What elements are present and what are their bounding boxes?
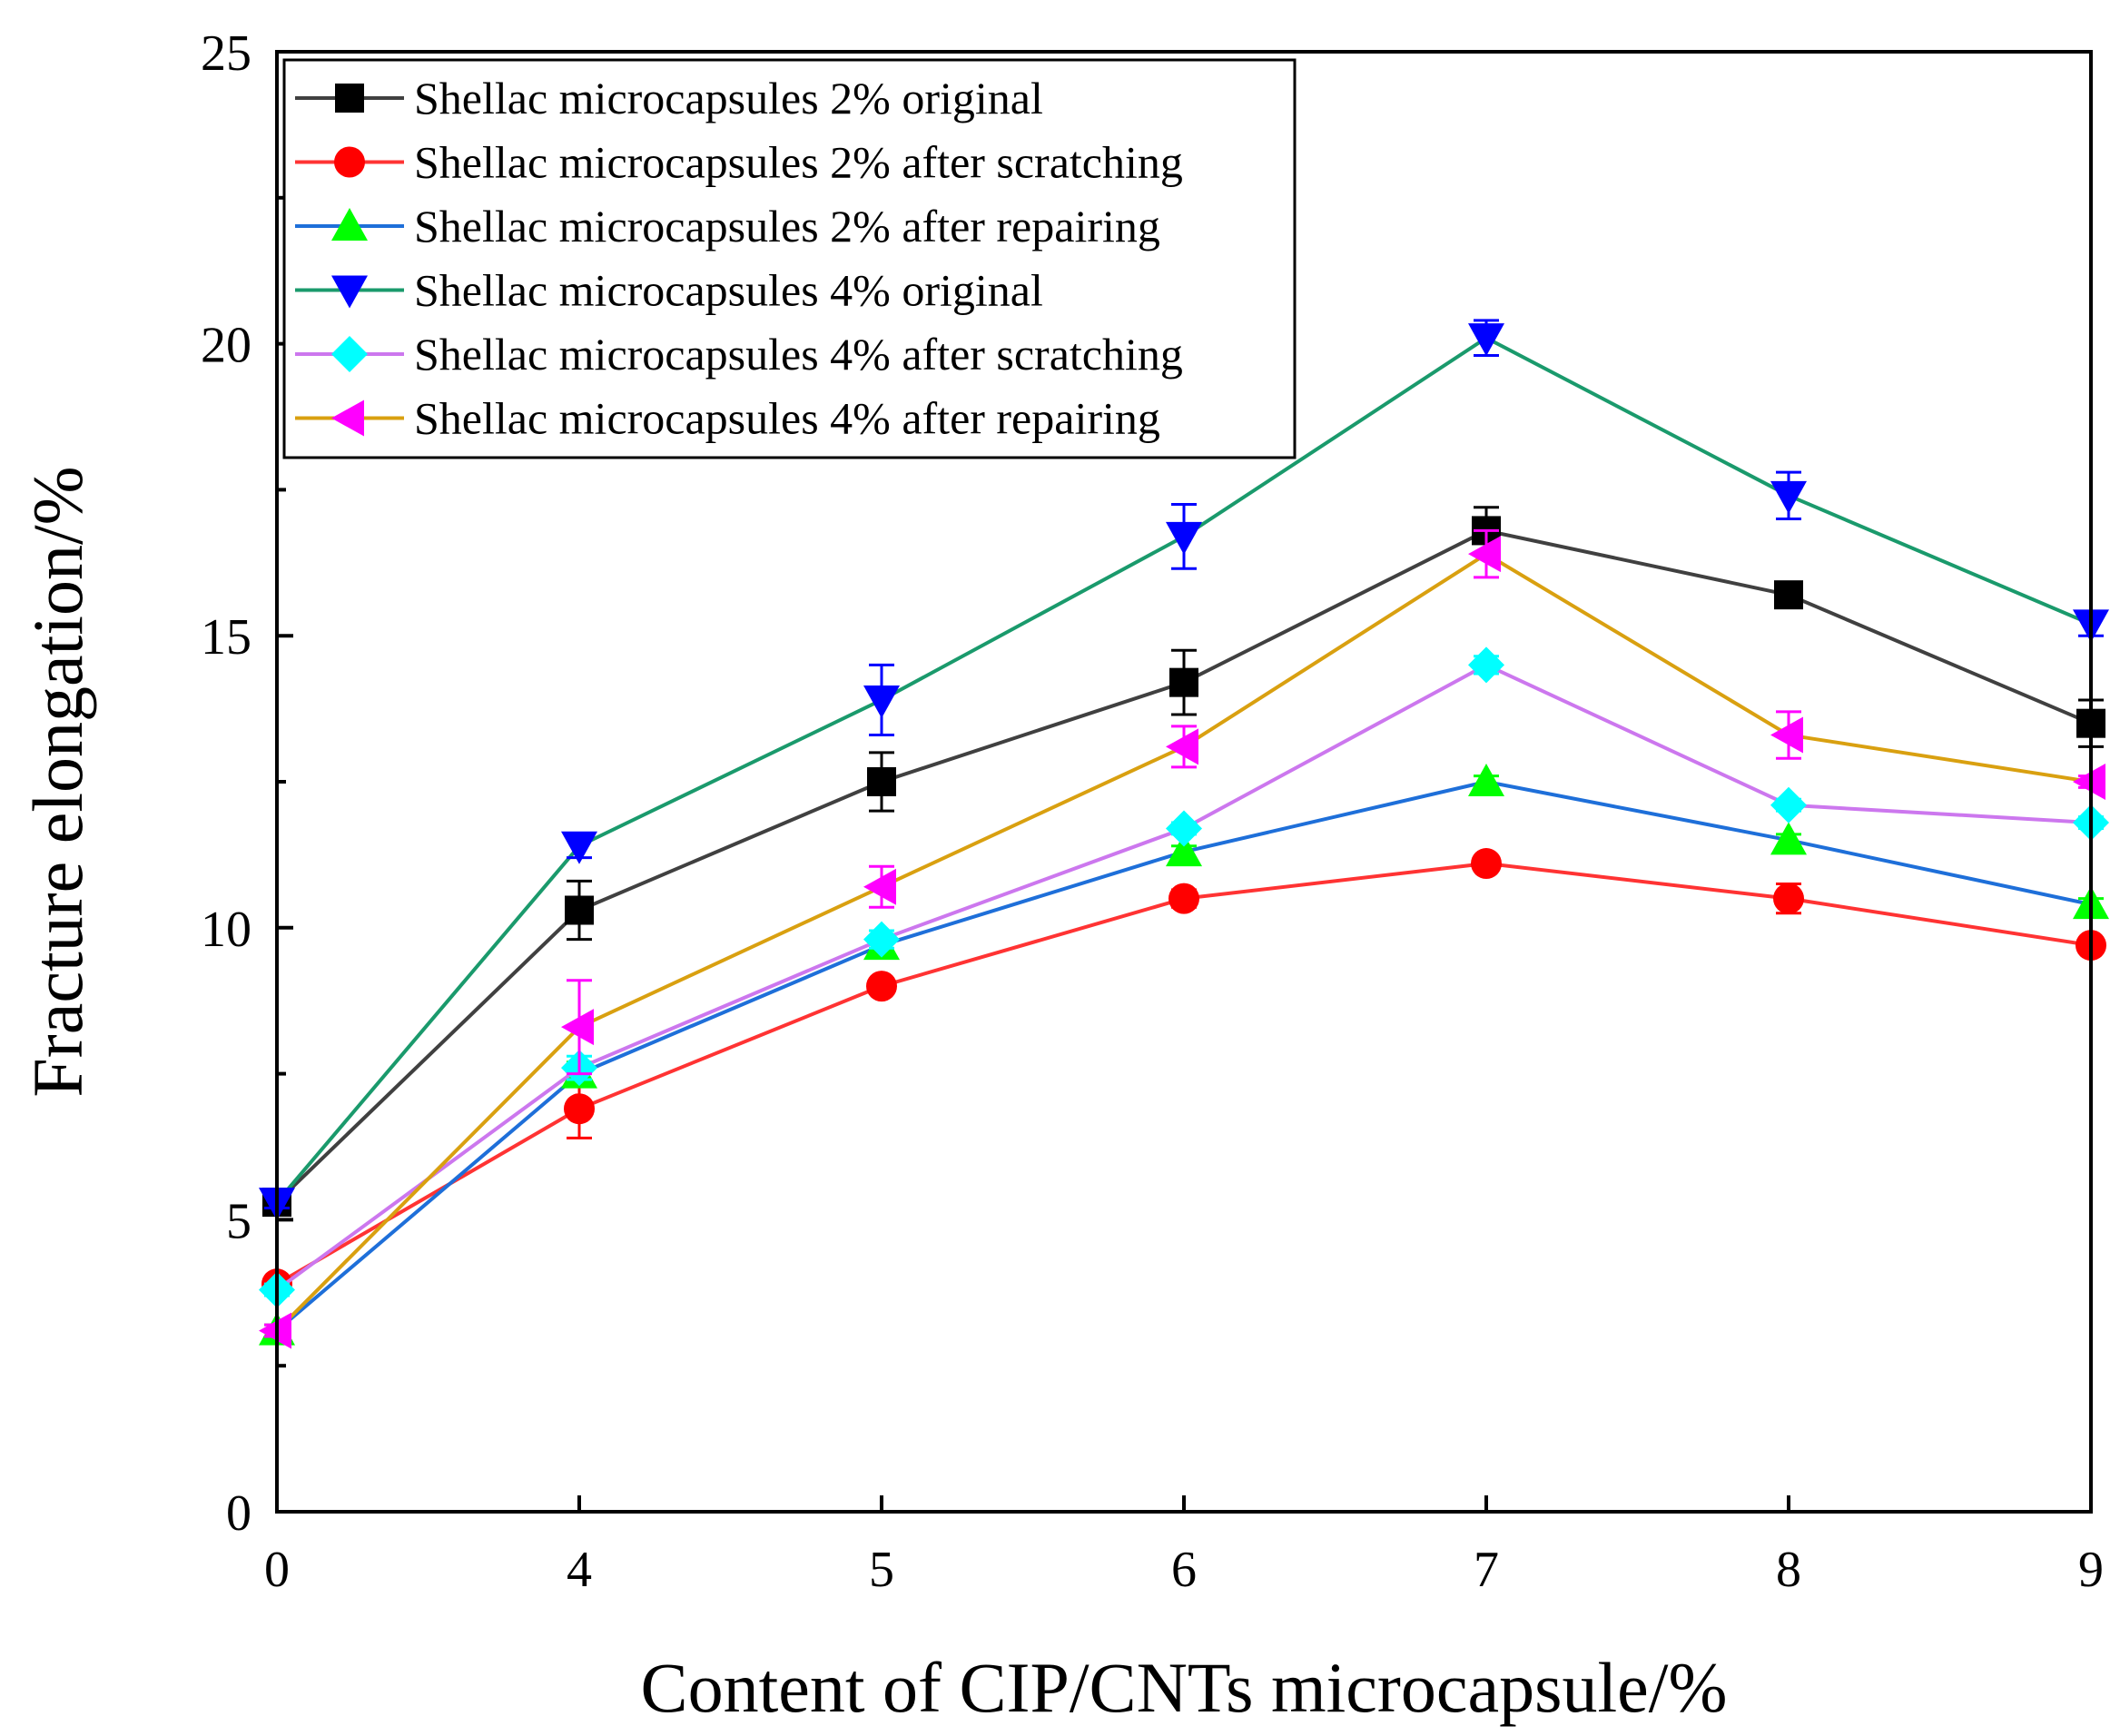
legend-item: Shellac microcapsules 4% after repairing [295, 393, 1160, 444]
data-point [1773, 883, 1804, 914]
data-point [1468, 536, 1501, 573]
legend-item: Shellac microcapsules 2% original [295, 73, 1043, 123]
data-point [564, 1093, 595, 1125]
legend-marker [334, 146, 365, 178]
legend-label: Shellac microcapsules 4% after scratchin… [414, 329, 1183, 380]
y-tick-label: 20 [201, 318, 251, 374]
data-point [863, 868, 896, 905]
data-point [1770, 480, 1807, 514]
legend-marker [331, 336, 368, 372]
legend: Shellac microcapsules 2% original Shellac… [282, 58, 1297, 459]
data-point [866, 971, 897, 1002]
data-point [1166, 521, 1202, 555]
legend-box [282, 58, 1297, 459]
data-point [561, 831, 597, 864]
data-point [867, 767, 896, 796]
x-axis-title: Content of CIP/CNTs microcapsule/% [641, 1648, 1728, 1727]
series-6 [259, 528, 2105, 1349]
data-point [1770, 716, 1803, 754]
y-axis-title: Fracture elongation/% [18, 466, 97, 1097]
data-point [1770, 786, 1807, 824]
legend-label: Shellac microcapsules 4% after repairing [414, 393, 1160, 444]
data-point [1169, 667, 1198, 697]
y-tick-label: 0 [226, 1485, 251, 1542]
plot-marks [259, 319, 2109, 1349]
data-point [863, 685, 900, 718]
y-tick-label: 10 [201, 902, 251, 958]
y-tick-label: 5 [226, 1193, 251, 1249]
data-point [1468, 323, 1504, 357]
x-tick-label: 5 [869, 1542, 894, 1598]
data-point [1166, 728, 1198, 765]
data-point [1471, 848, 1502, 880]
data-point [565, 895, 594, 925]
data-point [561, 1009, 594, 1046]
legend-label: Shellac microcapsules 2% original [414, 73, 1043, 123]
data-point [1166, 833, 1202, 867]
data-point [1774, 580, 1803, 610]
legend-item: Shellac microcapsules 2% after repairing [295, 201, 1160, 252]
legend-item: Shellac microcapsules 4% after scratchin… [295, 329, 1183, 380]
x-tick-label: 0 [264, 1542, 290, 1598]
legend-label: Shellac microcapsules 4% original [414, 265, 1043, 316]
x-tick-label: 8 [1776, 1542, 1801, 1598]
y-tick-label: 15 [201, 609, 251, 666]
axis-ticks: 0 4 5 6 7 8 9 0 5 10 15 20 25 [201, 25, 2104, 1598]
legend-marker [331, 208, 368, 241]
x-tick-label: 4 [567, 1542, 592, 1598]
legend-marker [331, 399, 364, 437]
legend-item: Shellac microcapsules 2% after scratchin… [295, 137, 1183, 188]
data-point [1468, 646, 1504, 684]
y-tick-label: 25 [201, 25, 251, 82]
legend-label: Shellac microcapsules 2% after repairing [414, 201, 1160, 252]
legend-item: Shellac microcapsules 4% original [295, 265, 1043, 316]
series-4 [259, 319, 2109, 1221]
x-tick-label: 7 [1474, 1542, 1499, 1598]
x-tick-label: 9 [2078, 1542, 2104, 1598]
x-tick-label: 6 [1171, 1542, 1197, 1598]
legend-marker [331, 275, 368, 309]
data-point [863, 921, 900, 958]
data-point [1166, 810, 1202, 847]
legend-label: Shellac microcapsules 2% after scratchin… [414, 137, 1183, 188]
data-point [1168, 883, 1199, 914]
data-point [1468, 764, 1504, 796]
legend-marker [335, 84, 364, 113]
data-point [1770, 822, 1807, 855]
